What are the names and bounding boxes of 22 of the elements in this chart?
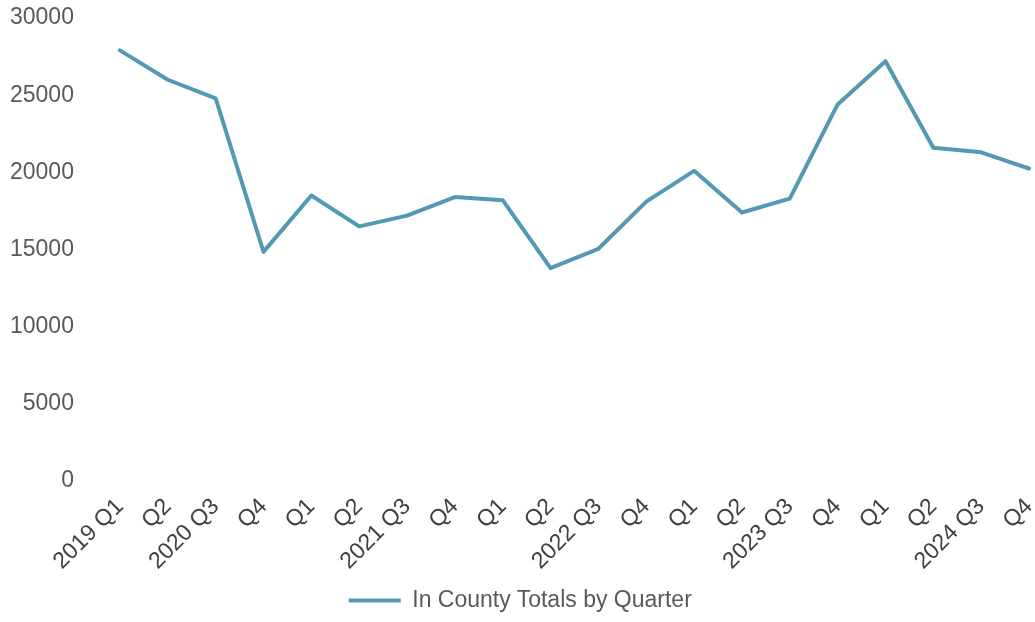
x-tick-label: Q1 xyxy=(662,492,703,533)
y-tick-label: 15000 xyxy=(9,234,74,261)
x-tick-label: Q1 xyxy=(279,492,320,533)
x-tick-label: Q4 xyxy=(231,492,272,533)
y-tick-label: 25000 xyxy=(9,80,74,107)
x-tick-label: Q1 xyxy=(853,492,894,533)
legend-label: In County Totals by Quarter xyxy=(412,585,693,612)
x-tick-label: Q4 xyxy=(996,492,1035,533)
x-tick-label: Q4 xyxy=(422,492,464,533)
x-tick-label: Q2 xyxy=(709,492,750,533)
x-tick-label: Q4 xyxy=(805,492,846,533)
x-tick-label: Q1 xyxy=(470,492,511,533)
y-tick-label: 0 xyxy=(61,466,74,493)
y-tick-label: 20000 xyxy=(9,157,74,184)
x-tick-label: Q4 xyxy=(614,492,655,533)
x-tick-label: Q2 xyxy=(135,492,176,533)
y-tick-label: 5000 xyxy=(22,389,74,416)
x-tick-label: Q2 xyxy=(901,492,942,533)
x-tick-label: Q2 xyxy=(327,492,368,533)
y-tick-label: 10000 xyxy=(9,312,74,339)
x-tick-label: Q2 xyxy=(518,492,559,533)
y-tick-label: 30000 xyxy=(9,3,74,30)
